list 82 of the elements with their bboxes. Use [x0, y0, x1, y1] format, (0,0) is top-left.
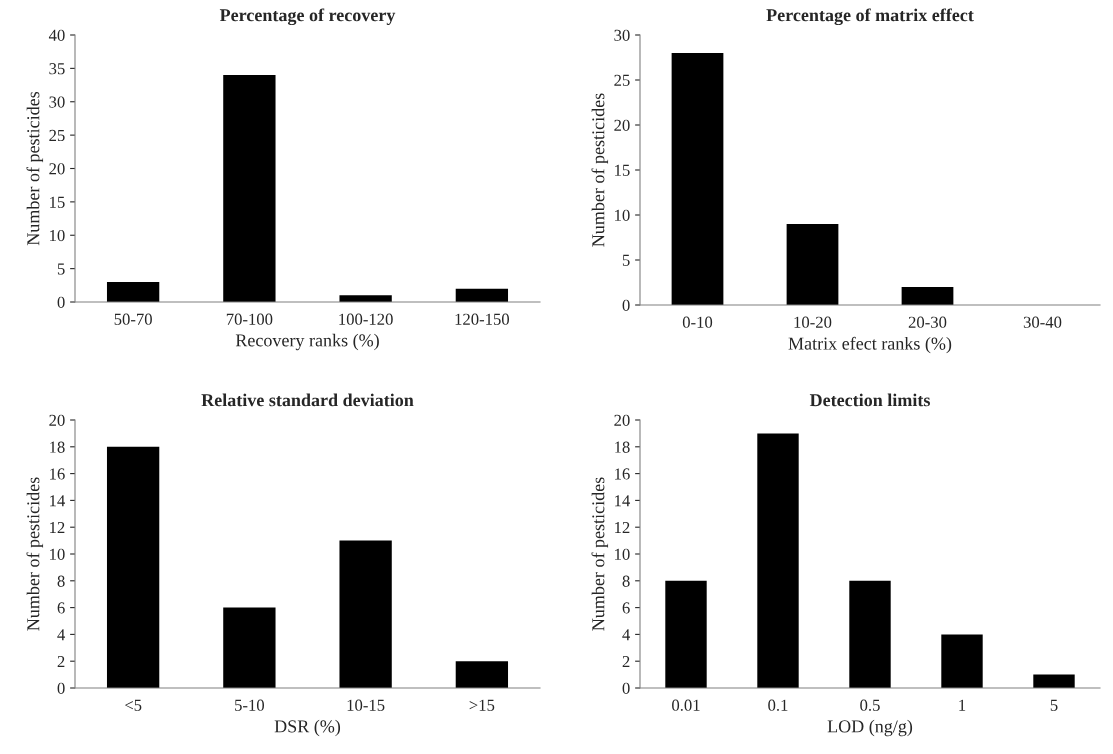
bar: [665, 580, 707, 688]
x-tick-label: 10-15: [347, 699, 385, 711]
x-tick-label: 120-150: [455, 313, 510, 325]
x-tick-label: 0.5: [860, 699, 880, 711]
y-tick-label: 20: [614, 414, 630, 426]
bar: [223, 75, 276, 302]
bar: [455, 661, 509, 688]
bar: [849, 580, 891, 688]
y-tick-label: 25: [49, 129, 65, 142]
y-tick-label: 30: [614, 29, 630, 41]
y-tick-label: 20: [49, 414, 65, 426]
y-axis-title: Number of pesticides: [591, 93, 609, 247]
y-tick-label: 14: [615, 495, 631, 507]
y-tick-label: 15: [50, 196, 65, 208]
y-tick-label: 6: [622, 602, 630, 614]
y-tick-label: 4: [622, 629, 631, 641]
y-tick-label: 10: [50, 548, 65, 560]
y-tick-label: 0: [622, 299, 630, 311]
y-tick-label: 35: [49, 63, 65, 75]
y-tick-label: 0: [57, 296, 65, 308]
y-tick-label: 8: [622, 575, 630, 587]
chart-title: Relative standard deviation: [201, 393, 414, 407]
x-axis-title: Matrix efect ranks (%): [788, 336, 952, 354]
x-axis-title: Recovery ranks (%): [235, 333, 379, 351]
y-axis-title: Number of pesticides: [591, 477, 609, 631]
y-tick-label: 2: [622, 655, 630, 667]
y-tick-label: 0: [57, 682, 65, 694]
x-tick-label: 20-30: [908, 316, 947, 328]
y-tick-label: 5: [622, 254, 630, 266]
bar: [671, 53, 724, 305]
bar: [901, 287, 954, 305]
x-tick-label: 10-20: [794, 316, 832, 328]
bar: [106, 446, 160, 688]
y-tick-label: 5: [57, 263, 65, 275]
x-tick-label: 50-70: [114, 313, 152, 325]
x-tick-label: 0-10: [682, 316, 713, 328]
y-tick-label: 20: [614, 119, 630, 131]
y-tick-label: 18: [615, 441, 630, 453]
bar: [106, 281, 160, 302]
y-axis-title: Number of pesticides: [26, 91, 44, 246]
chart-title: Detection limits: [809, 393, 930, 407]
y-tick-label: 16: [615, 468, 630, 480]
x-axis-title: DSR (%): [274, 719, 341, 737]
y-tick-label: 10: [615, 548, 630, 560]
y-tick-label: 6: [57, 602, 65, 614]
y-tick-label: 14: [50, 495, 66, 507]
y-tick-label: 25: [614, 74, 630, 86]
y-tick-label: 16: [50, 468, 65, 480]
y-tick-label: 18: [50, 441, 65, 453]
bar: [339, 540, 392, 688]
x-tick-label: 5: [1050, 699, 1058, 711]
bar: [1033, 674, 1075, 688]
y-tick-label: 15: [615, 164, 630, 176]
chart-title: Percentage of recovery: [219, 8, 396, 26]
y-tick-label: 0: [622, 682, 630, 694]
x-tick-label: 0.01: [672, 699, 700, 711]
bar: [941, 634, 983, 688]
x-tick-label: 1: [959, 699, 966, 711]
y-tick-label: 8: [57, 575, 65, 587]
y-tick-label: 12: [615, 521, 630, 533]
y-tick-label: 10: [50, 229, 65, 242]
y-tick-label: 4: [57, 629, 66, 641]
y-axis-title: Number of pesticides: [26, 477, 44, 631]
x-tick-label: >15: [469, 699, 495, 711]
bar: [757, 433, 799, 688]
y-tick-label: 12: [50, 521, 65, 533]
x-tick-label: 5-10: [235, 699, 265, 711]
y-tick-label: 10: [615, 209, 630, 221]
x-tick-label: 70-100: [226, 313, 273, 325]
chart-title: Percentage of matrix effect: [766, 8, 974, 26]
x-axis-title: LOD (ng/g): [827, 719, 913, 737]
y-tick-label: 20: [49, 163, 65, 175]
x-tick-label: 100-120: [339, 313, 393, 325]
bar: [339, 295, 392, 302]
y-tick-label: 40: [48, 29, 65, 41]
y-tick-label: 30: [49, 96, 65, 108]
x-tick-label: 30-40: [1023, 316, 1062, 328]
x-tick-label: 0.1: [768, 699, 788, 711]
bar: [223, 607, 276, 688]
x-tick-label: <5: [125, 699, 142, 711]
y-tick-label: 2: [57, 655, 65, 667]
bar: [786, 224, 839, 305]
